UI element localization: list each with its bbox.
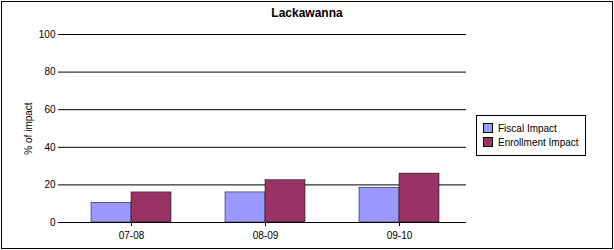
svg-text:80: 80 [44, 66, 56, 77]
svg-text:07-08: 07-08 [119, 230, 145, 241]
svg-text:09-10: 09-10 [387, 230, 413, 241]
html-text:Enrollment Impact: Enrollment Impact [498, 136, 579, 148]
svg-text:100: 100 [39, 29, 56, 40]
svg-text:60: 60 [44, 104, 56, 115]
svg-text:0: 0 [50, 217, 56, 228]
html-text:Lackawanna: Lackawanna [271, 6, 343, 20]
svg-text:08-09: 08-09 [253, 230, 279, 241]
svg-text:40: 40 [44, 142, 56, 153]
svg-text:20: 20 [44, 179, 56, 190]
html-text:Fiscal Impact: Fiscal Impact [498, 122, 557, 134]
svg-text:% of impact: % of impact [23, 102, 34, 154]
